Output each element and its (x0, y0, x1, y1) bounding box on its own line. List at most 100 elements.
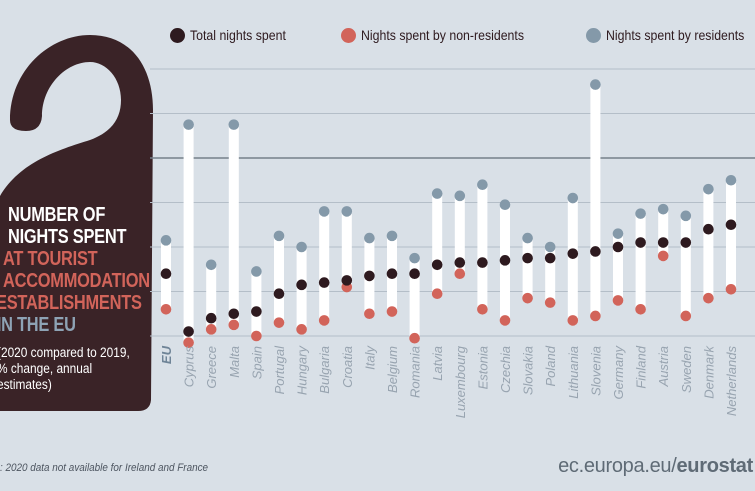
x-tick-label: Denmark (701, 345, 716, 399)
x-tick-label: Czechia (498, 346, 513, 393)
range-bar (341, 211, 352, 288)
range-bar (545, 247, 556, 303)
total-dot (499, 255, 511, 266)
resident-dot (635, 208, 646, 219)
legend-total-label: Total nights spent (190, 27, 286, 43)
total-dot (454, 257, 466, 268)
resident-dot (612, 228, 624, 239)
source-prefix: ec.europa.eu/ (558, 455, 677, 477)
x-tick-label: Slovakia (521, 346, 536, 395)
panel-title-block: NUMBER OF NIGHTS SPENT AT TOURIST ACCOMM… (0, 204, 160, 393)
x-tick-label: Finland (634, 345, 649, 388)
range-bar (432, 193, 443, 294)
resident-dot (522, 232, 533, 244)
total-dot (567, 248, 579, 259)
total-dot (703, 223, 714, 235)
range-bar (319, 211, 330, 321)
resident-dot (205, 259, 217, 271)
x-tick-label: Netherlands (724, 346, 739, 417)
range-bar (454, 195, 465, 274)
non-resident-dot (680, 310, 692, 322)
range-bar (567, 198, 578, 321)
x-tick-label: Germany (611, 345, 626, 400)
legend-residents: Nights spent by residents (586, 27, 755, 43)
resident-dot (680, 210, 692, 222)
x-tick-label: Sweden (679, 346, 694, 393)
non-resident-dot (590, 310, 601, 322)
non-resident-dot (251, 330, 262, 342)
resident-dot (296, 241, 307, 253)
range-bar (726, 180, 736, 290)
resident-dot (160, 235, 172, 246)
total-dot (296, 279, 307, 291)
non-resident-dot (205, 324, 217, 335)
resident-dot (499, 199, 511, 211)
resident-dot (386, 230, 398, 242)
resident-dot (725, 174, 737, 186)
total-dot (341, 275, 353, 286)
non-resident-dot (499, 315, 511, 326)
resident-dot (590, 79, 601, 90)
range-bar (522, 238, 533, 299)
resident-dot (544, 241, 556, 253)
legend-non-residents: Nights spent by non-residents (341, 27, 546, 43)
x-tick-label: Belgium (385, 346, 400, 393)
non-resident-dot (273, 317, 285, 328)
range-bar (658, 209, 669, 256)
source-link[interactable]: ec.europa.eu/eurostat (558, 455, 753, 478)
total-dot (590, 246, 601, 257)
total-dot (318, 277, 330, 288)
legend-total: Total nights spent (170, 27, 299, 43)
range-bar (228, 124, 239, 325)
total-dot (205, 312, 217, 324)
range-bar (703, 189, 714, 299)
non-resident-dot (567, 315, 579, 326)
resident-dot (567, 192, 579, 204)
non-resident-dot (183, 337, 194, 348)
total-dot (273, 288, 285, 300)
resident-dot (409, 252, 420, 264)
resident-dot (228, 119, 240, 130)
range-bar (251, 271, 262, 336)
total-dot (364, 270, 375, 282)
x-tick-label: Latvia (430, 346, 445, 381)
total-dot (680, 237, 692, 248)
non-resident-dot (544, 297, 556, 308)
non-resident-dot (386, 306, 398, 317)
x-tick-label: Croatia (340, 346, 355, 388)
panel-title-line: ACCOMMODATION (3, 270, 150, 292)
resident-dot (341, 206, 353, 217)
total-dot (657, 237, 669, 248)
x-tick-label: Hungary (295, 345, 310, 396)
range-bar (274, 235, 284, 323)
x-tick-label: Portugal (272, 345, 287, 395)
range-bar (680, 215, 691, 316)
non-resident-dot (431, 288, 443, 300)
non-resident-dot (318, 315, 330, 326)
total-dot (251, 306, 262, 317)
non-resident-dot (409, 332, 420, 344)
resident-dot (273, 230, 285, 242)
range-bar (183, 124, 194, 343)
non-resident-dot (296, 324, 307, 335)
range-bar (206, 264, 217, 330)
total-dot (635, 237, 646, 248)
total-dot (409, 268, 420, 280)
x-tick-label: Romania (408, 346, 423, 398)
range-bar (409, 258, 420, 339)
panel-title-line: ESTABLISHMENTS (0, 292, 142, 314)
panel-title-line: NIGHTS SPENT (8, 226, 127, 248)
non-resident-dot (477, 304, 488, 315)
x-tick-label: EU (159, 345, 174, 364)
legend-non-residents-label: Nights spent by non-residents (361, 27, 524, 43)
panel-title-line: NUMBER OF (8, 204, 106, 226)
total-dot (183, 326, 194, 337)
legend-residents-label: Nights spent by residents (606, 27, 745, 43)
total-dot (386, 268, 398, 280)
non-resident-dot (612, 295, 624, 306)
range-bar (613, 233, 623, 301)
range-bar (635, 213, 646, 310)
range-bar (590, 84, 601, 316)
non-resident-dot (703, 292, 714, 304)
resident-dot (703, 183, 714, 195)
